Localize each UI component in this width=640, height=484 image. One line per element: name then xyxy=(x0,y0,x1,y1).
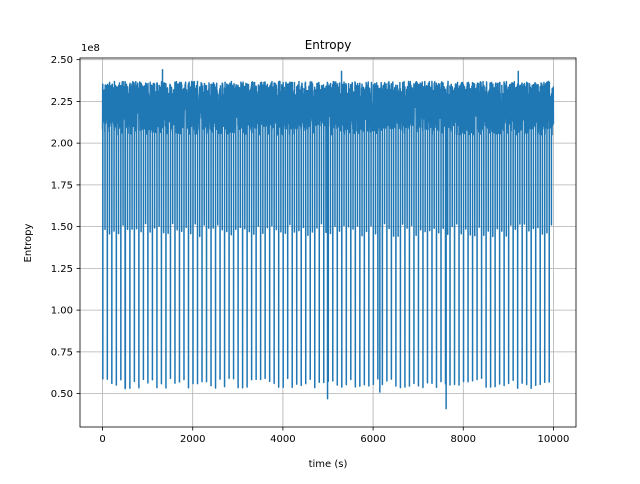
x-tick-label: 6000 xyxy=(360,434,385,445)
y-tick-label: 2.50 xyxy=(51,55,73,66)
x-axis-label: time (s) xyxy=(309,459,348,470)
y-tick-label: 2.00 xyxy=(51,139,73,150)
plot-area xyxy=(101,68,555,410)
y-tick-label: 2.25 xyxy=(51,97,73,108)
x-tick-label: 4000 xyxy=(270,434,295,445)
y-axis-label: Entropy xyxy=(23,223,34,262)
y-tick-label: 1.50 xyxy=(51,222,73,233)
y-tick-label: 1.00 xyxy=(51,306,73,317)
x-tick-label: 10000 xyxy=(538,434,570,445)
axes-frame xyxy=(79,57,577,428)
y-tick-label: 1.75 xyxy=(51,180,73,191)
y-offset-text: 1e8 xyxy=(81,43,100,54)
y-tick-label: 1.25 xyxy=(51,264,73,275)
entropy-series-line xyxy=(101,68,555,410)
chart-title: Entropy xyxy=(305,38,352,52)
x-tick-label: 8000 xyxy=(451,434,476,445)
y-tick-label: 0.75 xyxy=(51,347,73,358)
y-tick-label: 0.50 xyxy=(51,389,73,400)
x-tick-label: 2000 xyxy=(180,434,205,445)
x-tick-label: 0 xyxy=(99,434,105,445)
ticks: 0 2000 4000 6000 8000 10000 0.50 0.75 1.00 1.25 1.… xyxy=(51,55,570,445)
